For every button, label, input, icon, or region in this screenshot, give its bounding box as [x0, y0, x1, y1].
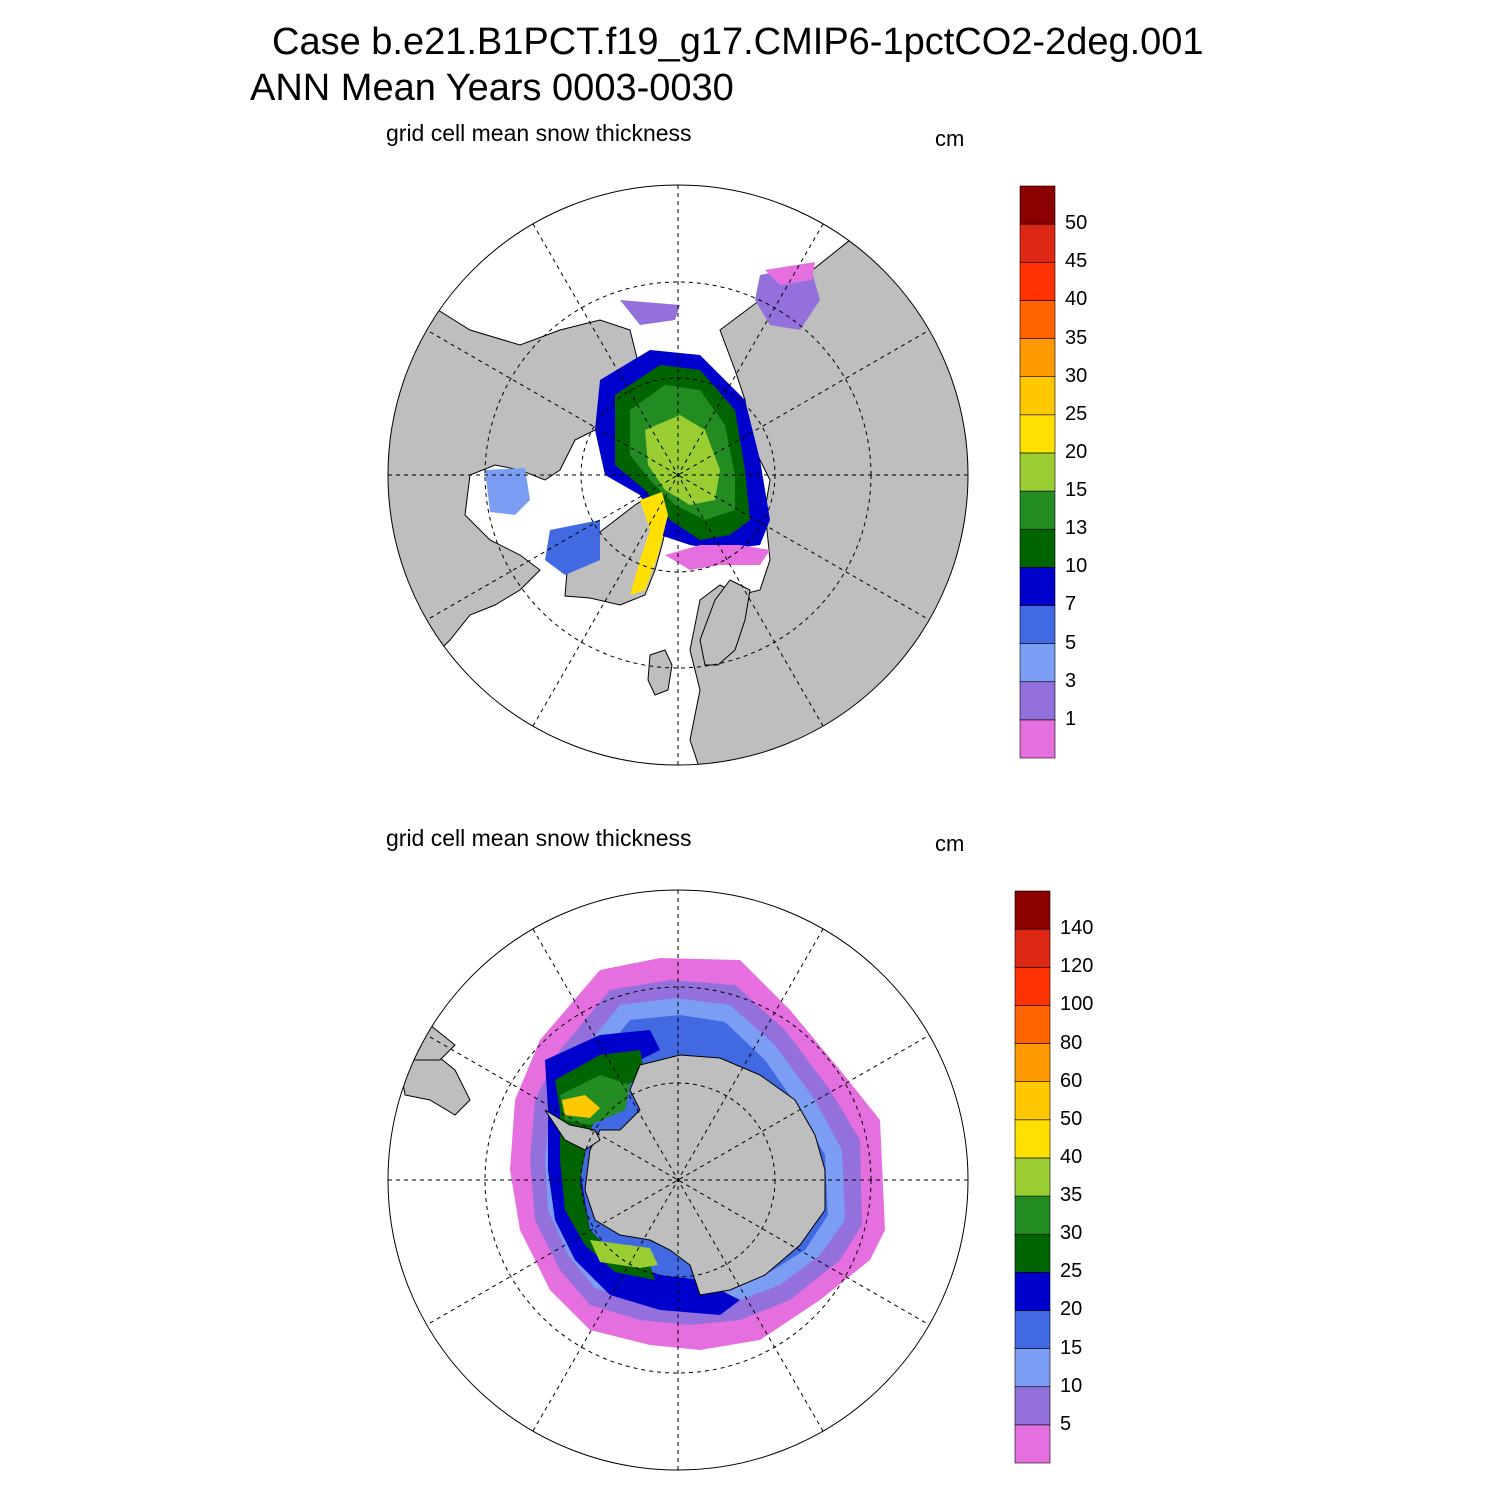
antarctic-meridian-b: [422, 1032, 934, 1328]
colorbar-tick-label: 35: [1060, 1184, 1083, 1207]
colorbar-tick-label: 15: [1065, 479, 1088, 502]
colorbar-tick-label: 25: [1060, 1260, 1083, 1283]
figure-title-case: Case b.e21.B1PCT.f19_g17.CMIP6-1pctCO2-2…: [272, 21, 1204, 63]
colorbar-swatch: [1014, 928, 1051, 968]
colorbar-swatch: [1019, 567, 1056, 606]
colorbar-swatch: [1019, 643, 1056, 683]
colorbar-tick-label: 1: [1065, 707, 1077, 730]
antarctic-colorbar: [1014, 890, 1051, 1464]
antarctic-snow-50cm-weddell: [562, 1095, 600, 1118]
colorbar-swatch: [1014, 1424, 1051, 1464]
british-isles-landmass: [647, 649, 673, 696]
colorbar-swatch: [1014, 1386, 1051, 1426]
colorbar-tick-label: 5: [1060, 1412, 1072, 1435]
antarctica-landmass: [584, 1054, 826, 1296]
colorbar-swatch: [1014, 1195, 1051, 1235]
antarctic-map-border: [387, 889, 969, 1471]
arctic-snow-atlantic-edge: [665, 545, 770, 570]
colorbar-swatch: [1019, 414, 1056, 454]
arctic-snow-bering-edge: [765, 262, 815, 285]
colorbar-swatch: [1019, 605, 1056, 644]
colorbar-tick-label: 120: [1060, 955, 1094, 978]
arctic-map-border: [387, 184, 969, 766]
arctic-meridian-a: [422, 327, 934, 623]
figure-title-period: ANN Mean Years 0003-0030: [250, 67, 734, 109]
colorbar-swatch: [1019, 376, 1056, 416]
colorbar-swatch: [1019, 452, 1056, 492]
colorbar-tick-label: 15: [1060, 1336, 1083, 1359]
colorbar-swatch: [1014, 1043, 1051, 1082]
colorbar-swatch: [1019, 261, 1056, 301]
colorbar-swatch: [1014, 966, 1051, 1006]
colorbar-tick-label: 30: [1065, 364, 1088, 387]
antarctic-meridian-a: [422, 1032, 934, 1328]
arctic-snow-15cm-band: [645, 415, 720, 505]
colorbar-tick-label: 40: [1065, 288, 1088, 311]
colorbar-swatch: [1014, 1119, 1051, 1159]
colorbar-swatch: [1019, 185, 1056, 225]
antarctic-unit-label: cm: [935, 831, 965, 856]
colorbar-swatch: [1019, 223, 1056, 263]
colorbar-swatch: [1014, 1272, 1051, 1311]
colorbar-swatch: [1014, 1005, 1051, 1044]
colorbar-tick-label: 140: [1060, 917, 1094, 940]
colorbar-tick-label: 40: [1060, 1145, 1083, 1168]
colorbar-swatch: [1014, 890, 1051, 930]
colorbar-swatch: [1014, 1081, 1051, 1121]
colorbar-tick-label: 45: [1065, 250, 1088, 273]
colorbar-tick-label: 5: [1065, 631, 1077, 654]
colorbar-swatch: [1014, 1348, 1051, 1388]
colorbar-tick-label: 10: [1060, 1374, 1083, 1397]
colorbar-tick-label: 13: [1065, 517, 1088, 540]
arctic-snow-3cm-band: [485, 468, 530, 515]
antarctic-polar-map: [387, 889, 969, 1471]
arctic-meridian-d: [532, 223, 824, 727]
colorbar-swatch: [1014, 1310, 1051, 1349]
colorbar-tick-label: 60: [1060, 1069, 1083, 1092]
colorbar-tick-label: 10: [1065, 555, 1088, 578]
arctic-snow-20cm-greenland-edge: [630, 492, 668, 595]
antarctic-snow-40cm-ross: [590, 1240, 658, 1268]
colorbar-tick-label: 50: [1065, 212, 1088, 235]
colorbar-tick-label: 100: [1060, 993, 1094, 1016]
colorbar-swatch: [1019, 490, 1056, 530]
colorbar-swatch: [1019, 528, 1056, 568]
arctic-meridian-b: [422, 327, 934, 623]
colorbar-swatch: [1019, 300, 1056, 339]
colorbar-tick-label: 20: [1060, 1298, 1083, 1321]
arctic-unit-label: cm: [935, 126, 965, 151]
colorbar-tick-label: 30: [1060, 1222, 1083, 1245]
arctic-polar-map: [387, 184, 969, 766]
arctic-panel-title: grid cell mean snow thickness: [386, 120, 692, 146]
colorbar-swatch: [1019, 681, 1056, 721]
scandinavia-landmass: [699, 579, 751, 666]
colorbar-swatch: [1014, 1233, 1051, 1273]
antarctic-panel-title: grid cell mean snow thickness: [386, 825, 692, 851]
arctic-snow-1cm-band: [620, 300, 680, 325]
arctic-colorbar: [1019, 185, 1056, 759]
colorbar-swatch: [1019, 338, 1056, 377]
antarctic-meridian-d: [532, 928, 824, 1432]
arctic-snow-5cm-band: [545, 520, 600, 575]
colorbar-tick-label: 7: [1065, 593, 1077, 616]
colorbar-swatch: [1014, 1157, 1051, 1197]
colorbar-tick-label: 50: [1060, 1107, 1083, 1130]
colorbar-tick-label: 25: [1065, 402, 1088, 425]
colorbar-tick-label: 20: [1065, 440, 1088, 463]
colorbar-tick-label: 80: [1060, 1031, 1083, 1054]
colorbar-swatch: [1019, 719, 1056, 759]
colorbar-tick-label: 3: [1065, 669, 1077, 692]
antarctic-peninsula-landmass: [544, 1109, 601, 1151]
colorbar-tick-label: 35: [1065, 326, 1088, 349]
